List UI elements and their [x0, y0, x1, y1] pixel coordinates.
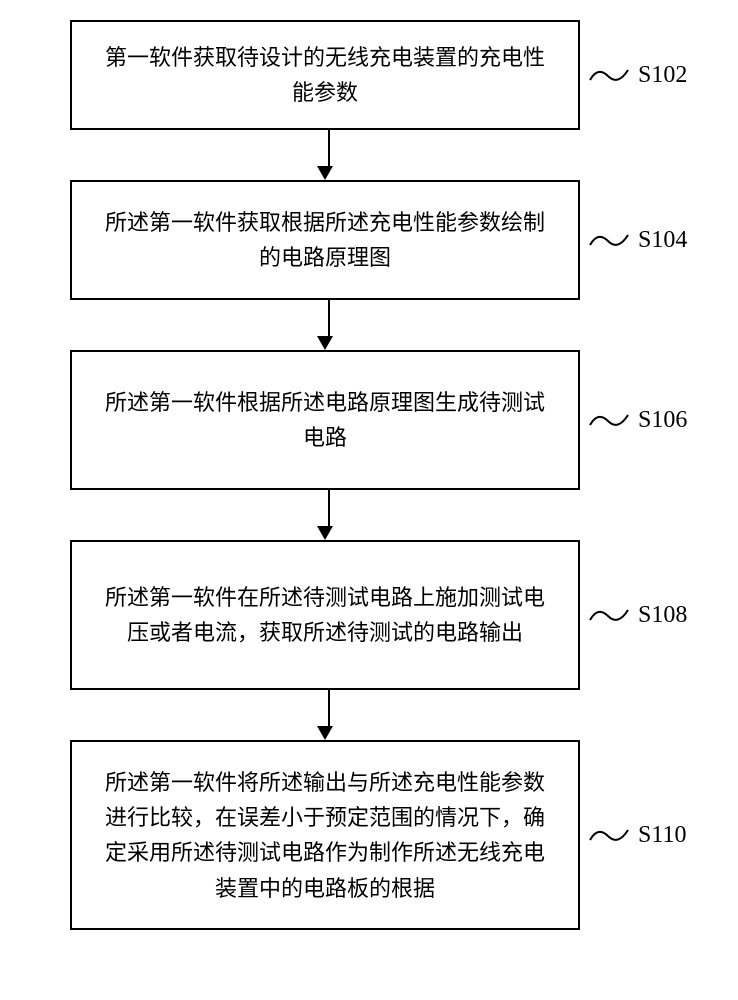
arrow-line [328, 690, 330, 726]
squiggle-connector-icon [588, 62, 632, 88]
step-label: S110 [588, 822, 686, 849]
arrow-wrap [30, 130, 708, 180]
step-row: 所述第一软件根据所述电路原理图生成待测试电路 S106 [30, 350, 708, 490]
step-label-text: S104 [638, 227, 687, 254]
step-label: S108 [588, 602, 687, 629]
arrow-head [317, 526, 333, 540]
squiggle-connector-icon [588, 407, 632, 433]
step-label: S102 [588, 62, 687, 89]
arrow-head [317, 726, 333, 740]
squiggle-connector-icon [588, 822, 632, 848]
step-row: 所述第一软件将所述输出与所述充电性能参数进行比较，在误差小于预定范围的情况下，确… [30, 740, 708, 930]
arrow-wrap [30, 300, 708, 350]
arrow-down-icon [317, 690, 333, 740]
step-box: 第一软件获取待设计的无线充电装置的充电性能参数 [70, 20, 580, 130]
arrow-wrap [30, 690, 708, 740]
step-row: 所述第一软件获取根据所述充电性能参数绘制的电路原理图 S104 [30, 180, 708, 300]
step-label: S106 [588, 407, 687, 434]
step-label: S104 [588, 227, 687, 254]
step-box: 所述第一软件在所述待测试电路上施加测试电压或者电流，获取所述待测试的电路输出 [70, 540, 580, 690]
arrow-down-icon [317, 130, 333, 180]
step-label-text: S108 [638, 602, 687, 629]
arrow-line [328, 490, 330, 526]
step-label-text: S102 [638, 62, 687, 89]
step-label-text: S110 [638, 822, 686, 849]
flowchart-container: 第一软件获取待设计的无线充电装置的充电性能参数 S102 所述第一软件获取根据所述充… [30, 20, 708, 930]
arrow-head [317, 166, 333, 180]
arrow-wrap [30, 490, 708, 540]
squiggle-connector-icon [588, 227, 632, 253]
step-box: 所述第一软件获取根据所述充电性能参数绘制的电路原理图 [70, 180, 580, 300]
step-row: 所述第一软件在所述待测试电路上施加测试电压或者电流，获取所述待测试的电路输出 S1… [30, 540, 708, 690]
arrow-head [317, 336, 333, 350]
arrow-down-icon [317, 300, 333, 350]
step-box: 所述第一软件将所述输出与所述充电性能参数进行比较，在误差小于预定范围的情况下，确… [70, 740, 580, 930]
arrow-line [328, 130, 330, 166]
arrow-line [328, 300, 330, 336]
step-row: 第一软件获取待设计的无线充电装置的充电性能参数 S102 [30, 20, 708, 130]
step-label-text: S106 [638, 407, 687, 434]
squiggle-connector-icon [588, 602, 632, 628]
arrow-down-icon [317, 490, 333, 540]
step-box: 所述第一软件根据所述电路原理图生成待测试电路 [70, 350, 580, 490]
